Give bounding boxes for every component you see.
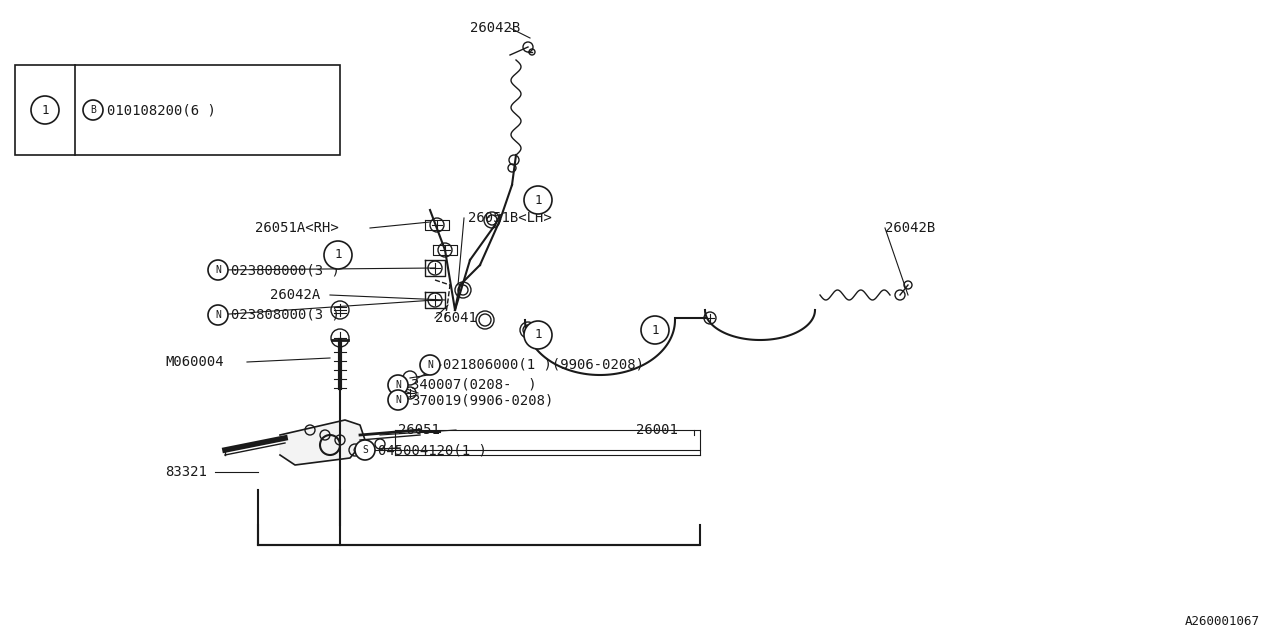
Text: 26051B<LH>: 26051B<LH> [468, 211, 552, 225]
Text: 340007(0208-  ): 340007(0208- ) [411, 378, 536, 392]
Text: 26051A<RH>: 26051A<RH> [255, 221, 339, 235]
Text: 26041: 26041 [435, 311, 477, 325]
Circle shape [641, 316, 669, 344]
Text: 023808000(3 ): 023808000(3 ) [230, 263, 340, 277]
Text: A260001067: A260001067 [1185, 615, 1260, 628]
Text: M060004: M060004 [165, 355, 224, 369]
Text: B: B [90, 105, 96, 115]
Text: N: N [215, 310, 221, 320]
Text: N: N [396, 395, 401, 405]
Text: 021806000(1 )(9906-0208): 021806000(1 )(9906-0208) [443, 358, 644, 372]
Circle shape [388, 390, 408, 410]
Text: 1: 1 [652, 323, 659, 337]
Text: N: N [215, 265, 221, 275]
Text: S: S [362, 445, 367, 455]
Text: 370019(9906-0208): 370019(9906-0208) [411, 393, 553, 407]
Text: 1: 1 [534, 328, 541, 342]
Text: 26042B: 26042B [470, 21, 520, 35]
Circle shape [420, 355, 440, 375]
Polygon shape [280, 420, 365, 465]
Text: 023808000(3 ): 023808000(3 ) [230, 308, 340, 322]
Text: 83321: 83321 [165, 465, 207, 479]
Text: 1: 1 [334, 248, 342, 262]
Circle shape [524, 186, 552, 214]
Circle shape [207, 305, 228, 325]
Text: 26042B: 26042B [884, 221, 936, 235]
Text: 045004120(1 ): 045004120(1 ) [378, 443, 486, 457]
Circle shape [324, 241, 352, 269]
Text: N: N [396, 380, 401, 390]
Text: 1: 1 [41, 104, 49, 116]
Circle shape [207, 260, 228, 280]
Text: 26051: 26051 [398, 423, 440, 437]
Circle shape [388, 375, 408, 395]
Bar [15, 65, 340, 155]
Text: 010108200(6 ): 010108200(6 ) [108, 103, 216, 117]
Circle shape [524, 321, 552, 349]
Text: 1: 1 [534, 193, 541, 207]
Text: 26001: 26001 [636, 423, 678, 437]
Text: N: N [428, 360, 433, 370]
Text: 26042A: 26042A [270, 288, 320, 302]
Circle shape [355, 440, 375, 460]
